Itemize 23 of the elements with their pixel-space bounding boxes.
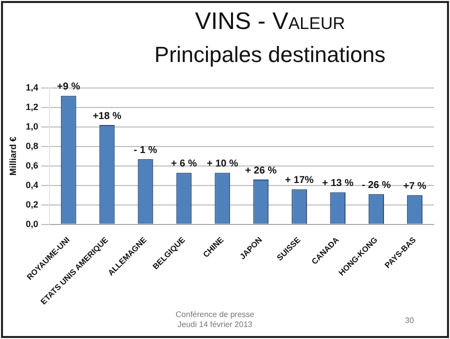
y-tick-label: 1,0 bbox=[26, 121, 38, 132]
text: 30 bbox=[405, 316, 414, 325]
y-tick-label: 1,4 bbox=[26, 82, 38, 92]
annotation: +7 % bbox=[403, 180, 426, 192]
annotation: + 26 % bbox=[245, 165, 277, 176]
annotation: + 6 % bbox=[171, 158, 197, 170]
y-tick-label: 0,2 bbox=[26, 199, 38, 210]
y-tick-label: 0,8 bbox=[26, 140, 38, 151]
y-axis-title: Milliard € bbox=[8, 136, 18, 176]
annotation: - 1 % bbox=[134, 144, 158, 156]
y-tick-label: 0,0 bbox=[26, 218, 38, 229]
y-tick-label: 0,6 bbox=[26, 160, 38, 170]
chart-subtitle: Principales destinations bbox=[153, 42, 387, 68]
y-tick-label: 1,2 bbox=[26, 102, 38, 112]
chart-title: VINS - Valeur bbox=[194, 8, 346, 36]
annotation: +9 % bbox=[57, 82, 80, 93]
annotation: + 10 % bbox=[206, 158, 238, 170]
annotation: - 26 % bbox=[362, 180, 391, 191]
annotation: + 17% bbox=[285, 175, 314, 186]
annotation: + 13 % bbox=[322, 178, 354, 189]
y-tick-label: 0,4 bbox=[26, 180, 38, 190]
annotation: +18 % bbox=[92, 110, 122, 122]
text: Conférence de presse Jeudi 14 février 2013 bbox=[174, 310, 256, 330]
